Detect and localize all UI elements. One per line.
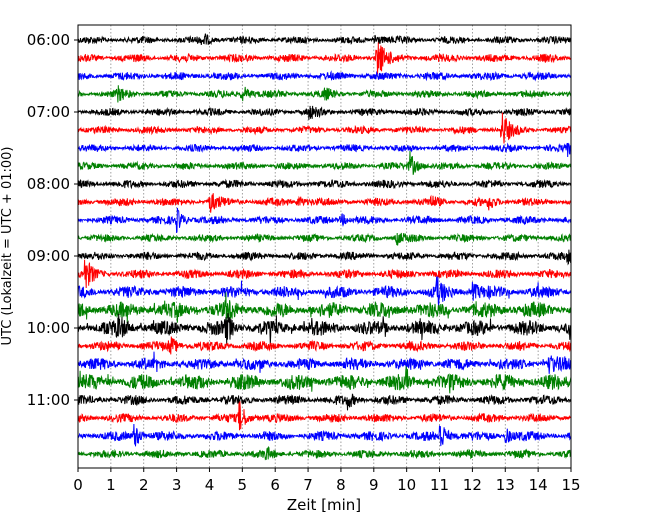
trace-0700 (77, 105, 572, 120)
trace-0930 (77, 276, 572, 307)
y-tick-label: 07:00 (27, 103, 70, 121)
y-tick-label: 08:00 (27, 175, 70, 193)
x-axis-label: Zeit [min] (287, 496, 361, 514)
x-tick-label: 12 (463, 476, 482, 494)
y-tick-label: 09:00 (27, 247, 70, 265)
x-tick-label: 5 (238, 476, 248, 494)
trace-0730 (77, 142, 572, 158)
x-tick-label: 13 (496, 476, 515, 494)
x-tick-label: 8 (336, 476, 346, 494)
x-tick-label: 9 (369, 476, 379, 494)
trace-1015 (77, 336, 572, 355)
x-tick-label: 1 (106, 476, 116, 494)
x-tick-label: 7 (303, 476, 313, 494)
x-tick-label: 11 (430, 476, 449, 494)
trace-1000 (77, 313, 572, 345)
seismic-traces (77, 33, 572, 461)
trace-0915 (77, 259, 572, 289)
grid-lines (110, 25, 539, 468)
trace-0600 (77, 33, 572, 46)
trace-1145 (78, 445, 572, 461)
x-tick-label: 3 (172, 476, 182, 494)
x-axis: 0 1 2 3 4 5 6 7 8 9 10 11 12 13 14 15 (73, 468, 581, 494)
trace-1130 (77, 423, 572, 447)
trace-1045 (77, 366, 572, 394)
x-tick-label: 10 (397, 476, 416, 494)
trace-0900 (77, 249, 572, 266)
y-axis-label: UTC (Lokalzeit = UTC + 01:00) (0, 147, 15, 346)
x-tick-label: 4 (205, 476, 215, 494)
trace-0800 (77, 178, 572, 190)
trace-1030 (77, 351, 572, 374)
y-tick-label: 11:00 (27, 391, 70, 409)
trace-0715 (77, 112, 572, 144)
plot-frame (77, 24, 572, 469)
x-tick-label: 6 (270, 476, 280, 494)
y-tick-label: 06:00 (27, 31, 70, 49)
trace-1100 (77, 393, 572, 411)
trace-0945 (77, 292, 572, 324)
trace-0845 (77, 232, 572, 246)
trace-1115 (77, 401, 572, 431)
x-tick-label: 0 (73, 476, 83, 494)
trace-0815 (77, 193, 572, 213)
y-axis: 06:00 07:00 08:00 09:00 10:00 11:00 (27, 31, 78, 409)
y-tick-label: 10:00 (27, 319, 70, 337)
x-tick-label: 2 (139, 476, 149, 494)
trace-0745 (77, 150, 572, 175)
x-tick-label: 15 (561, 476, 580, 494)
x-tick-label: 14 (529, 476, 548, 494)
trace-0830 (77, 207, 572, 234)
trace-0615 (77, 42, 572, 75)
trace-0630 (77, 70, 572, 82)
trace-0645 (77, 85, 572, 103)
